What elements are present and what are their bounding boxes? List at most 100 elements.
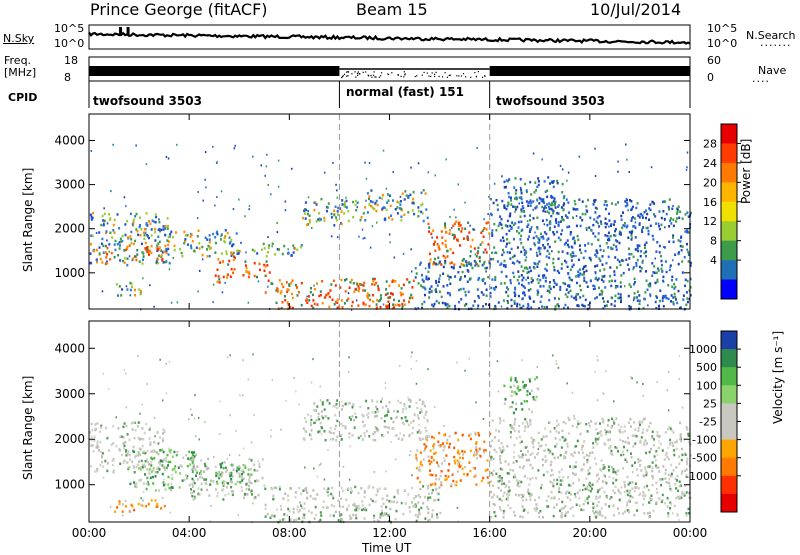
noise-cell [313, 467, 315, 470]
scatter-cell [344, 290, 347, 293]
scatter-cell [239, 481, 242, 484]
scatter-cell [136, 230, 139, 233]
scatter-cell [655, 464, 657, 467]
nave-dot [475, 75, 478, 77]
scatter-cell [145, 482, 148, 485]
scatter-cell [358, 287, 361, 290]
scatter-cell [469, 437, 472, 441]
scatter-cell [592, 502, 595, 505]
scatter-cell [533, 262, 536, 265]
noise-cell [410, 248, 412, 251]
scatter-cell [569, 465, 571, 468]
scatter-cell [139, 448, 142, 451]
scatter-cell [437, 463, 439, 467]
scatter-cell [608, 219, 611, 222]
scatter-cell [372, 486, 375, 489]
scatter-cell [444, 224, 447, 228]
noise-cell [497, 390, 500, 393]
scatter-cell [503, 384, 506, 388]
scatter-cell [248, 481, 251, 484]
scatter-cell [604, 516, 607, 519]
scatter-cell [492, 257, 495, 261]
scatter-cell [483, 440, 486, 444]
scatter-cell [514, 208, 517, 211]
scatter-cell [276, 290, 279, 293]
scatter-cell [96, 442, 99, 445]
noise-cell [135, 144, 137, 147]
scatter-cell [584, 487, 587, 491]
scatter-cell [501, 236, 504, 239]
scatter-cell [314, 497, 317, 501]
scatter-cell [218, 470, 221, 474]
scatter-cell [298, 486, 301, 490]
scatter-cell [273, 514, 276, 518]
nave-dot [404, 74, 406, 76]
scatter-cell [532, 398, 535, 401]
scatter-cell [357, 285, 360, 288]
scatter-cell [226, 231, 229, 235]
scatter-cell [527, 289, 530, 292]
noise-cell [158, 218, 160, 221]
nave-dot [430, 75, 432, 78]
scatter-cell [515, 437, 518, 440]
scatter-cell [413, 504, 416, 507]
scatter-cell [600, 222, 603, 226]
scatter-cell [540, 483, 543, 487]
scatter-cell [363, 491, 366, 494]
scatter-cell [319, 293, 322, 297]
scatter-cell [347, 402, 350, 405]
scatter-cell [336, 435, 339, 438]
scatter-cell [133, 508, 136, 512]
noise-cell [137, 354, 139, 357]
noise-cell [239, 394, 241, 397]
scatter-cell [240, 469, 243, 473]
scatter-cell [376, 490, 379, 493]
scatter-cell [657, 269, 660, 272]
colorbar-swatch [721, 182, 737, 203]
scatter-cell [379, 299, 382, 302]
noise-cell [106, 222, 109, 225]
scatter-cell [529, 180, 532, 184]
noise-cell [400, 501, 403, 504]
scatter-cell [426, 216, 429, 220]
noise-cell [125, 406, 128, 409]
scatter-cell [141, 262, 144, 265]
scatter-cell [154, 227, 157, 231]
scatter-cell [687, 512, 690, 515]
scatter-cell [135, 482, 138, 485]
scatter-cell [130, 421, 133, 425]
scatter-cell [265, 260, 268, 263]
scatter-cell [617, 489, 620, 493]
scatter-cell [609, 274, 612, 278]
scatter-cell [371, 411, 374, 414]
scatter-cell [598, 487, 601, 491]
scatter-cell [430, 460, 433, 464]
scatter-cell [155, 215, 158, 219]
noise-cell [647, 304, 649, 307]
noise-cell [411, 474, 413, 477]
scatter-cell [156, 470, 159, 474]
scatter-cell [664, 295, 666, 299]
scatter-cell [164, 468, 167, 472]
scatter-cell [570, 295, 573, 298]
scatter-cell [347, 219, 350, 223]
scatter-cell [501, 476, 503, 480]
scatter-cell [158, 246, 161, 249]
scatter-cell [676, 474, 679, 478]
scatter-cell [385, 512, 388, 516]
scatter-cell [314, 201, 317, 204]
scatter-cell [253, 497, 256, 500]
scatter-cell [537, 281, 540, 285]
scatter-cell [474, 431, 477, 435]
scatter-cell [506, 204, 509, 208]
scatter-cell [545, 218, 548, 222]
scatter-cell [560, 232, 563, 236]
scatter-cell [209, 483, 211, 486]
scatter-cell [146, 224, 149, 227]
scatter-cell [605, 261, 608, 265]
scatter-cell [406, 278, 409, 281]
scatter-cell [633, 277, 636, 281]
scatter-cell [508, 241, 511, 245]
scatter-cell [250, 467, 253, 471]
